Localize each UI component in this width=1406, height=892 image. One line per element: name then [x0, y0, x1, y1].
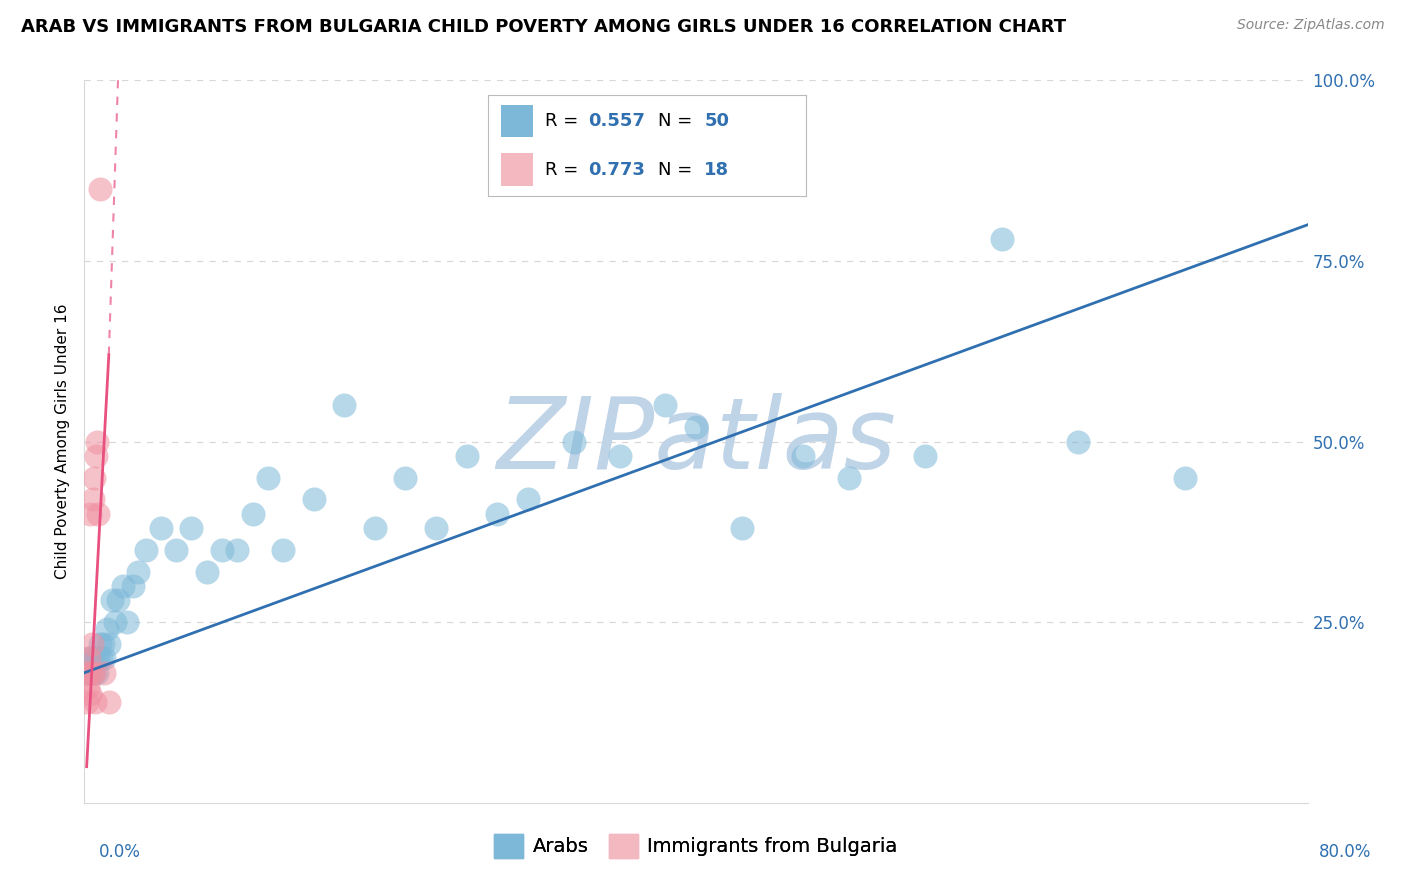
- Point: [91, 637, 114, 651]
- Point: [180, 521, 202, 535]
- Point: [97, 637, 120, 651]
- Point: [93, 665, 115, 680]
- Point: [609, 449, 631, 463]
- Point: [195, 565, 218, 579]
- Point: [226, 542, 249, 557]
- Point: [394, 471, 416, 485]
- Point: [80, 637, 103, 651]
- Point: [104, 615, 127, 630]
- Point: [84, 695, 107, 709]
- Point: [79, 507, 101, 521]
- Point: [1067, 434, 1090, 449]
- Point: [77, 651, 100, 665]
- Text: ZIPatlas: ZIPatlas: [496, 393, 896, 490]
- Point: [991, 232, 1014, 246]
- Point: [516, 492, 538, 507]
- Point: [84, 449, 107, 463]
- Point: [302, 492, 325, 507]
- Point: [111, 579, 134, 593]
- Point: [86, 665, 108, 680]
- Point: [84, 651, 107, 665]
- Point: [211, 542, 233, 557]
- Point: [1174, 471, 1197, 485]
- Point: [87, 651, 110, 665]
- Text: 0.0%: 0.0%: [98, 843, 141, 861]
- Point: [77, 680, 100, 694]
- Point: [456, 449, 478, 463]
- Point: [333, 398, 356, 412]
- Point: [364, 521, 387, 535]
- Point: [76, 665, 98, 680]
- Legend: Arabs, Immigrants from Bulgaria: Arabs, Immigrants from Bulgaria: [486, 826, 905, 865]
- Point: [562, 434, 585, 449]
- Point: [135, 542, 157, 557]
- Point: [101, 593, 124, 607]
- Point: [76, 665, 98, 680]
- Point: [82, 492, 104, 507]
- Point: [654, 398, 676, 412]
- Y-axis label: Child Poverty Among Girls Under 16: Child Poverty Among Girls Under 16: [55, 304, 70, 579]
- Point: [914, 449, 936, 463]
- Point: [792, 449, 814, 463]
- Point: [122, 579, 145, 593]
- Point: [127, 565, 149, 579]
- Point: [90, 651, 112, 665]
- Point: [271, 542, 294, 557]
- Point: [96, 623, 118, 637]
- Point: [838, 471, 860, 485]
- Point: [83, 665, 105, 680]
- Point: [77, 651, 100, 665]
- Point: [76, 695, 98, 709]
- Text: ARAB VS IMMIGRANTS FROM BULGARIA CHILD POVERTY AMONG GIRLS UNDER 16 CORRELATION : ARAB VS IMMIGRANTS FROM BULGARIA CHILD P…: [21, 18, 1066, 36]
- Point: [86, 434, 108, 449]
- Point: [97, 695, 120, 709]
- Point: [486, 507, 509, 521]
- Point: [79, 665, 101, 680]
- Point: [93, 651, 115, 665]
- Point: [83, 665, 105, 680]
- Point: [107, 593, 129, 607]
- Point: [79, 687, 101, 701]
- Point: [83, 471, 105, 485]
- Text: 80.0%: 80.0%: [1319, 843, 1371, 861]
- Point: [80, 665, 103, 680]
- Point: [242, 507, 264, 521]
- Point: [89, 637, 111, 651]
- Text: Source: ZipAtlas.com: Source: ZipAtlas.com: [1237, 18, 1385, 32]
- Point: [731, 521, 754, 535]
- Point: [149, 521, 172, 535]
- Point: [165, 542, 187, 557]
- Point: [115, 615, 138, 630]
- Point: [257, 471, 280, 485]
- Point: [425, 521, 447, 535]
- Point: [80, 651, 103, 665]
- Point: [87, 507, 110, 521]
- Point: [89, 182, 111, 196]
- Point: [685, 420, 707, 434]
